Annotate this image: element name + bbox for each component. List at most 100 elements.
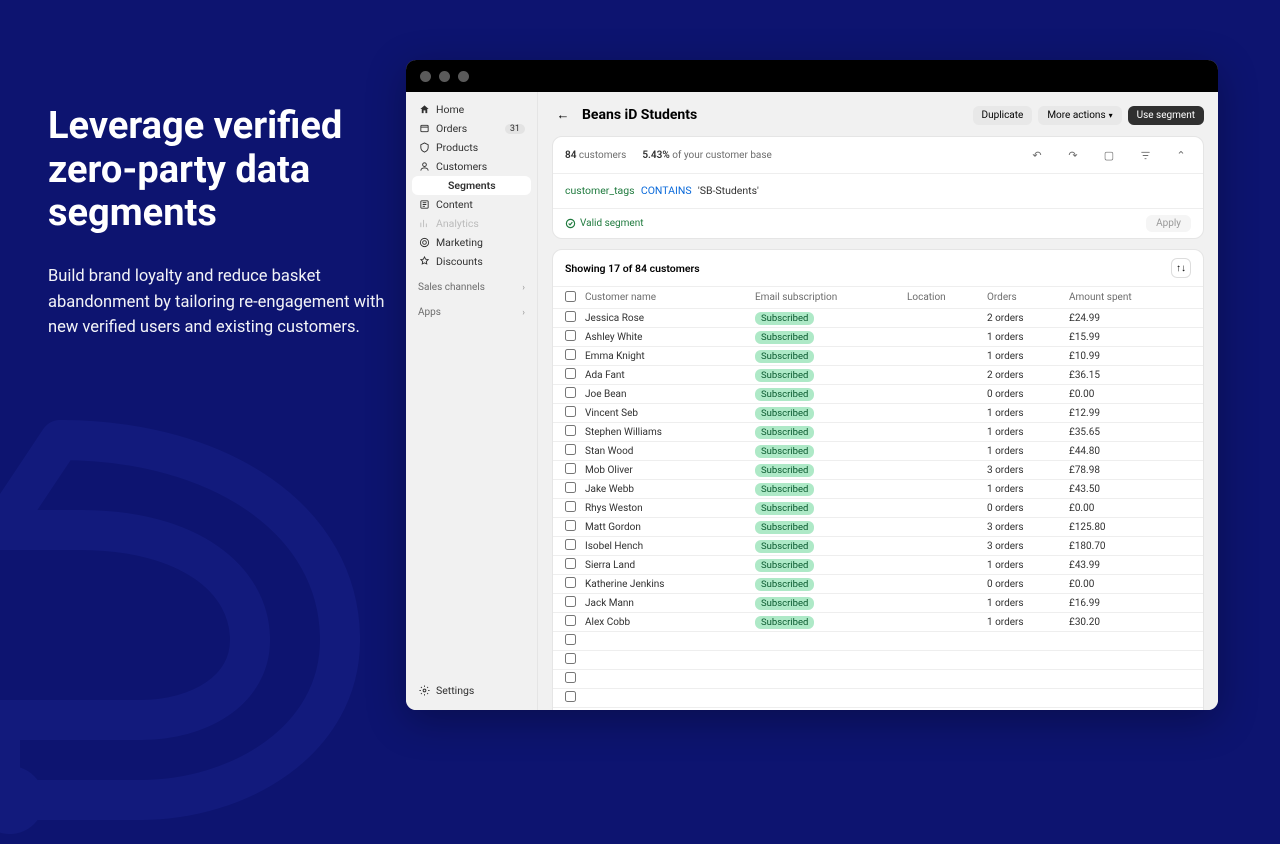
table-row[interactable]: Alex CobbSubscribed1 orders£30.20 [553,612,1203,631]
subscription-chip: Subscribed [755,616,814,629]
row-checkbox[interactable] [565,634,576,645]
filter-icon[interactable] [1135,145,1155,165]
segment-query[interactable]: customer_tags CONTAINS 'SB-Students' [553,174,1203,208]
table-row-empty [553,650,1203,669]
row-checkbox[interactable] [565,539,576,550]
sort-button[interactable]: ↑↓ [1171,258,1191,278]
cell-orders: 0 orders [987,389,1069,400]
table-row[interactable]: Stephen WilliamsSubscribed1 orders£35.65 [553,422,1203,441]
cell-orders: 0 orders [987,579,1069,590]
sidebar-item-settings[interactable]: Settings [412,681,1212,700]
cell-amount: £0.00 [1069,579,1191,590]
sidebar-item-customers[interactable]: Customers [412,157,531,176]
row-checkbox[interactable] [565,596,576,607]
row-checkbox[interactable] [565,368,576,379]
table-row[interactable]: Stan WoodSubscribed1 orders£44.80 [553,441,1203,460]
cell-name: Jack Mann [585,598,755,609]
sidebar-item-home[interactable]: Home [412,100,531,119]
app-window: HomeOrders31ProductsCustomersSegments Con… [406,60,1218,710]
subscription-chip: Subscribed [755,407,814,420]
traffic-light-max[interactable] [458,71,469,82]
traffic-light-close[interactable] [420,71,431,82]
main-content: ← Beans iD Students Duplicate More actio… [538,92,1218,710]
table-row[interactable]: Jack MannSubscribed1 orders£16.99 [553,593,1203,612]
cell-name: Stan Wood [585,446,755,457]
collapse-icon[interactable]: ⌃ [1171,145,1191,165]
table-row[interactable]: Ada FantSubscribed2 orders£36.15 [553,365,1203,384]
table-row[interactable]: Katherine JenkinsSubscribed0 orders£0.00 [553,574,1203,593]
cell-name: Katherine Jenkins [585,579,755,590]
table-row[interactable]: Rhys WestonSubscribed0 orders£0.00 [553,498,1203,517]
marketing-icon [418,237,430,249]
row-checkbox[interactable] [565,653,576,664]
table-row[interactable]: Joe BeanSubscribed0 orders£0.00 [553,384,1203,403]
table-row[interactable]: Jessica RoseSubscribed2 orders£24.99 [553,308,1203,327]
home-icon [418,104,430,116]
table-row[interactable]: Ashley WhiteSubscribed1 orders£15.99 [553,327,1203,346]
cell-amount: £78.98 [1069,465,1191,476]
discounts-icon [418,256,430,268]
sidebar-item-products[interactable]: Products [412,138,531,157]
row-checkbox[interactable] [565,330,576,341]
row-checkbox[interactable] [565,615,576,626]
sidebar-item-orders[interactable]: Orders31 [412,119,531,138]
use-segment-button[interactable]: Use segment [1128,106,1204,125]
more-actions-button[interactable]: More actions ▾ [1038,106,1121,125]
sidebar-section-apps[interactable]: Apps› [412,304,531,321]
cell-name: Vincent Seb [585,408,755,419]
cell-amount: £125.80 [1069,522,1191,533]
sidebar-item-analytics[interactable]: Analytics [412,214,531,233]
cell-name: Jessica Rose [585,313,755,324]
sidebar-item-label: Content [436,198,473,211]
select-all-checkbox[interactable] [565,291,576,302]
cell-orders: 1 orders [987,408,1069,419]
sidebar-item-content[interactable]: Content [412,195,531,214]
filter-card: 84 customers 5.43% of your customer base… [552,136,1204,239]
cell-name: Matt Gordon [585,522,755,533]
row-checkbox[interactable] [565,425,576,436]
cell-amount: £12.99 [1069,408,1191,419]
sidebar-badge: 31 [505,124,525,134]
cell-orders: 1 orders [987,617,1069,628]
row-checkbox[interactable] [565,311,576,322]
table-row[interactable]: Mob OliverSubscribed3 orders£78.98 [553,460,1203,479]
cell-name: Isobel Hench [585,541,755,552]
apply-button[interactable]: Apply [1146,215,1191,232]
row-checkbox[interactable] [565,463,576,474]
row-checkbox[interactable] [565,349,576,360]
table-row-empty [553,707,1203,710]
sidebar-item-segments[interactable]: Segments [412,176,531,195]
sidebar-item-discounts[interactable]: Discounts [412,252,531,271]
sidebar-item-marketing[interactable]: Marketing [412,233,531,252]
redo-icon[interactable]: ↷ [1063,145,1083,165]
cell-amount: £36.15 [1069,370,1191,381]
table-row[interactable]: Vincent SebSubscribed 1 orders£12.99 [553,403,1203,422]
table-row[interactable]: Isobel HenchSubscribed3 orders£180.70 [553,536,1203,555]
duplicate-button[interactable]: Duplicate [973,106,1033,125]
valid-segment-badge: Valid segment [565,218,644,229]
row-checkbox[interactable] [565,444,576,455]
back-button[interactable]: ← [552,104,574,126]
row-checkbox[interactable] [565,558,576,569]
row-checkbox[interactable] [565,482,576,493]
table-row[interactable]: Sierra LandSubscribed1 orders£43.99 [553,555,1203,574]
row-checkbox[interactable] [565,406,576,417]
table-row[interactable]: Jake WebbSubscribed1 orders£43.50 [553,479,1203,498]
cell-amount: £0.00 [1069,503,1191,514]
cell-amount: £24.99 [1069,313,1191,324]
col-header-email: Email subscription [755,292,907,303]
sidebar-section-sales-channels[interactable]: Sales channels› [412,279,531,296]
cell-name: Jake Webb [585,484,755,495]
row-checkbox[interactable] [565,501,576,512]
cell-amount: £0.00 [1069,389,1191,400]
table-row[interactable]: Matt GordonSubscribed3 orders£125.80 [553,517,1203,536]
row-checkbox[interactable] [565,387,576,398]
customers-table-card: Showing 17 of 84 customers ↑↓ Customer n… [552,249,1204,710]
undo-icon[interactable]: ↶ [1027,145,1047,165]
marketing-body: Build brand loyalty and reduce basket ab… [48,264,388,341]
row-checkbox[interactable] [565,577,576,588]
traffic-light-min[interactable] [439,71,450,82]
row-checkbox[interactable] [565,520,576,531]
template-icon[interactable]: ▢ [1099,145,1119,165]
table-row[interactable]: Emma KnightSubscribed1 orders£10.99 [553,346,1203,365]
